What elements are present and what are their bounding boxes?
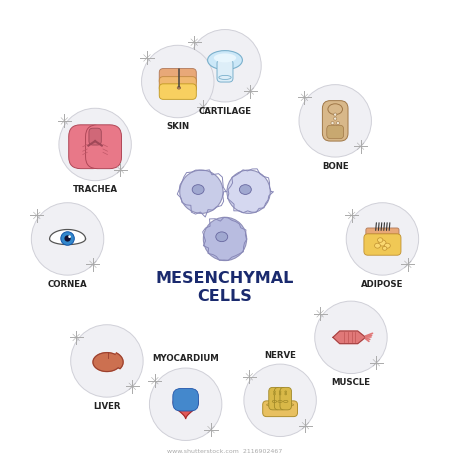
Circle shape: [285, 391, 287, 392]
Ellipse shape: [382, 246, 387, 250]
Circle shape: [336, 122, 339, 125]
Ellipse shape: [192, 185, 204, 195]
Circle shape: [285, 393, 287, 395]
Ellipse shape: [177, 86, 180, 89]
Ellipse shape: [219, 75, 231, 79]
Circle shape: [142, 45, 214, 118]
Text: TRACHEA: TRACHEA: [72, 185, 117, 194]
FancyBboxPatch shape: [217, 60, 233, 82]
Circle shape: [189, 30, 261, 102]
Text: LIVER: LIVER: [93, 402, 121, 411]
Ellipse shape: [267, 403, 293, 407]
Polygon shape: [93, 352, 123, 371]
Circle shape: [244, 364, 316, 437]
Ellipse shape: [207, 51, 243, 70]
Circle shape: [68, 235, 71, 238]
FancyBboxPatch shape: [322, 101, 348, 141]
Ellipse shape: [328, 104, 342, 115]
FancyBboxPatch shape: [89, 128, 101, 145]
Text: SKIN: SKIN: [166, 122, 189, 131]
Ellipse shape: [378, 238, 383, 243]
Ellipse shape: [214, 54, 236, 63]
Circle shape: [274, 393, 275, 395]
FancyBboxPatch shape: [173, 389, 198, 411]
Circle shape: [331, 122, 334, 125]
Text: MYOCARDIUM: MYOCARDIUM: [152, 354, 219, 363]
FancyBboxPatch shape: [69, 125, 105, 169]
Polygon shape: [173, 396, 198, 418]
FancyBboxPatch shape: [159, 84, 196, 99]
Circle shape: [346, 203, 418, 275]
Circle shape: [299, 85, 371, 157]
Circle shape: [279, 393, 281, 395]
FancyBboxPatch shape: [367, 234, 398, 240]
FancyBboxPatch shape: [159, 69, 196, 85]
FancyBboxPatch shape: [159, 77, 196, 92]
Circle shape: [64, 235, 71, 242]
Text: ADIPOSE: ADIPOSE: [361, 280, 404, 289]
Text: MESENCHYMAL: MESENCHYMAL: [156, 271, 294, 286]
Ellipse shape: [379, 240, 386, 246]
Ellipse shape: [374, 243, 380, 248]
Circle shape: [71, 325, 143, 397]
Text: CARTILAGE: CARTILAGE: [198, 107, 252, 116]
FancyBboxPatch shape: [269, 387, 280, 410]
Circle shape: [203, 217, 247, 260]
Polygon shape: [50, 229, 86, 244]
Text: www.shutterstock.com  2116902467: www.shutterstock.com 2116902467: [167, 449, 283, 454]
FancyBboxPatch shape: [364, 234, 401, 255]
Circle shape: [333, 113, 337, 116]
Circle shape: [333, 117, 337, 120]
Circle shape: [59, 108, 131, 180]
Circle shape: [149, 368, 222, 440]
Circle shape: [315, 301, 387, 374]
Text: NERVE: NERVE: [264, 351, 296, 360]
Circle shape: [180, 170, 223, 213]
Text: CELLS: CELLS: [198, 289, 252, 304]
Text: MUSCLE: MUSCLE: [332, 378, 370, 387]
FancyBboxPatch shape: [327, 125, 344, 139]
Polygon shape: [333, 331, 365, 344]
FancyBboxPatch shape: [366, 228, 399, 237]
Circle shape: [279, 391, 281, 392]
FancyBboxPatch shape: [86, 125, 122, 169]
Text: BONE: BONE: [322, 162, 348, 171]
Circle shape: [274, 391, 275, 392]
Circle shape: [61, 232, 74, 245]
Ellipse shape: [328, 128, 342, 137]
Circle shape: [333, 125, 337, 128]
FancyBboxPatch shape: [263, 401, 297, 416]
Circle shape: [227, 170, 270, 213]
FancyBboxPatch shape: [274, 387, 286, 410]
Ellipse shape: [239, 185, 251, 195]
Ellipse shape: [216, 232, 228, 242]
Ellipse shape: [384, 243, 390, 248]
FancyBboxPatch shape: [280, 387, 292, 410]
Circle shape: [32, 203, 104, 275]
Text: CORNEA: CORNEA: [48, 280, 87, 289]
